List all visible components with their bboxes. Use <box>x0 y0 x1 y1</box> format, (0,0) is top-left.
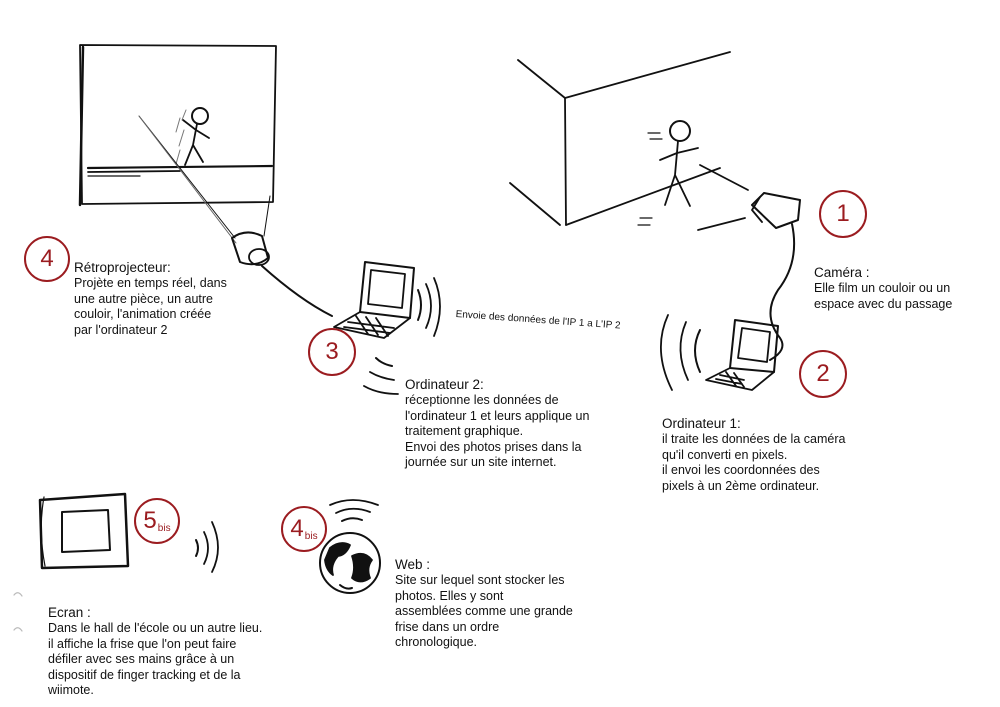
ordinateur-1-body: il traite les données de la caméra qu'il… <box>662 432 846 493</box>
retroprojecteur-body: Projète en temps réel, dans une autre pi… <box>74 276 227 337</box>
web-description: Web : Site sur lequel sont stocker les ph… <box>395 541 573 651</box>
ordinateur-2-body: réceptionne les données de l'ordinateur … <box>405 393 590 469</box>
ordinateur-2-title: Ordinateur 2: <box>405 376 484 392</box>
badge-3: 3 <box>308 328 356 376</box>
projector-illustration <box>231 231 333 317</box>
badge-5-bis-suffix: bis <box>157 522 171 534</box>
retroprojecteur-title: Rétroprojecteur: <box>74 259 171 275</box>
camera-body: Elle film un couloir ou un espace avec d… <box>814 281 953 311</box>
badge-4-bis-number: 4 <box>290 515 304 542</box>
ecran-description: Ecran : Dans le hall de l'école ou un aut… <box>48 589 262 699</box>
projection-screen-illustration <box>78 44 277 244</box>
web-title: Web : <box>395 556 431 572</box>
badge-5-bis-number: 5 <box>143 507 157 534</box>
ecran-body: Dans le hall de l'école ou un autre lieu… <box>48 621 263 697</box>
ordinateur-2-description: Ordinateur 2: réceptionne les données de … <box>405 361 589 471</box>
room-corner-illustration <box>509 51 749 231</box>
laptop-1-illustration <box>659 314 779 391</box>
badge-4-number: 4 <box>40 245 54 272</box>
ordinateur-1-description: Ordinateur 1: il traite les données de la… <box>662 400 845 494</box>
camera-description: Caméra : Elle film un couloir ou un espac… <box>814 249 952 312</box>
badge-1: 1 <box>819 190 867 238</box>
globe-illustration <box>319 499 381 594</box>
badge-4-bis: 4 bis <box>281 506 327 552</box>
badge-2-number: 2 <box>816 360 830 387</box>
ecran-illustration <box>38 492 219 573</box>
badge-2: 2 <box>799 350 847 398</box>
web-body: Site sur lequel sont stocker les photos.… <box>395 573 573 649</box>
badge-1-number: 1 <box>836 200 850 227</box>
badge-3-number: 3 <box>325 338 339 365</box>
camera-illustration <box>751 192 801 361</box>
ordinateur-1-title: Ordinateur 1: <box>662 415 741 431</box>
badge-4-bis-suffix: bis <box>304 530 318 542</box>
badge-4: 4 <box>24 236 70 282</box>
ecran-title: Ecran : <box>48 604 91 620</box>
camera-title: Caméra : <box>814 264 870 280</box>
laptop-2-illustration <box>333 261 441 395</box>
badge-5-bis: 5 bis <box>134 498 180 544</box>
retroprojecteur-description: Rétroprojecteur: Projète en temps réel, d… <box>74 244 227 338</box>
